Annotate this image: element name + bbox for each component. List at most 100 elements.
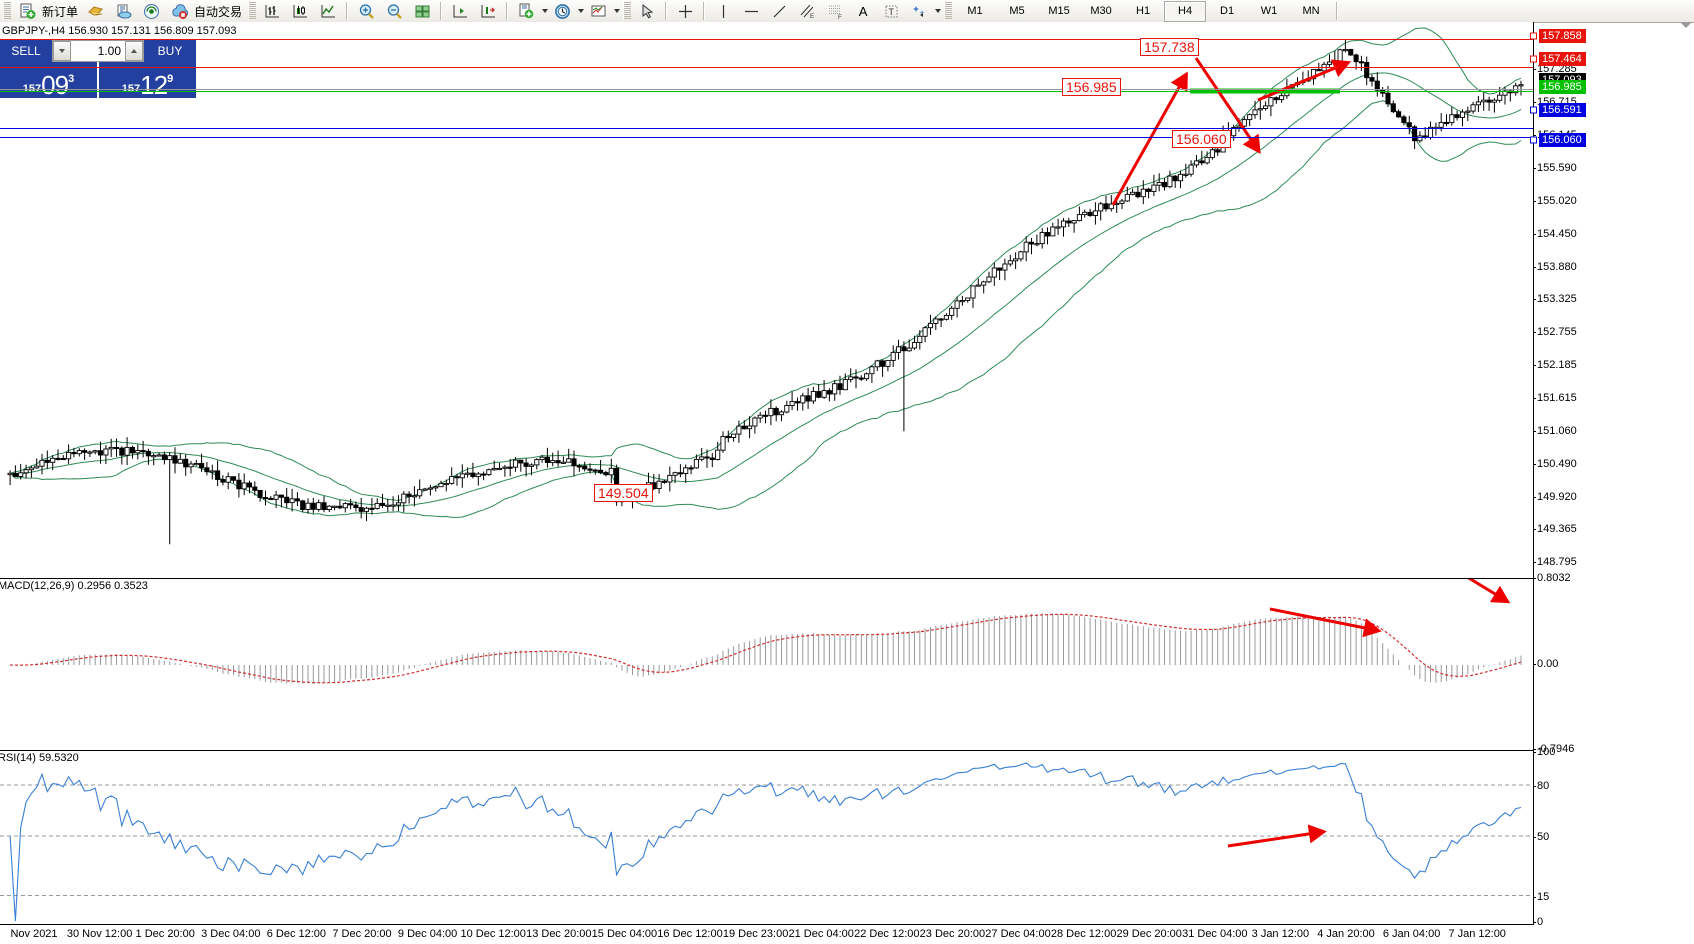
volume-input[interactable]: 1.00 <box>52 40 144 62</box>
time-tick: 30 Nov 12:00 <box>66 928 133 940</box>
toolbar-grip[interactable] <box>3 2 11 20</box>
timeframe-w1[interactable]: W1 <box>1260 5 1278 17</box>
data-window-icon[interactable] <box>408 0 436 22</box>
macd-pane[interactable]: MACD(12,26,9) 0.2956 0.3523 <box>0 578 1533 750</box>
period-icon[interactable] <box>548 0 576 22</box>
toolbar-grip-4[interactable] <box>944 2 953 20</box>
objects-icon[interactable] <box>905 0 933 22</box>
timeframe-d1[interactable]: D1 <box>1220 5 1235 17</box>
price-line-handle[interactable] <box>1530 136 1537 144</box>
ask-line-1 <box>0 39 1533 40</box>
price-tick: 149.920 <box>1533 490 1577 503</box>
autotrading-icon[interactable] <box>165 0 193 22</box>
price-axis-divider <box>1533 22 1534 925</box>
chevron-down-icon[interactable] <box>542 9 549 13</box>
rsi-drawings <box>1227 824 1327 848</box>
bar-chart-icon[interactable] <box>258 0 286 22</box>
price-tick: 152.185 <box>1533 359 1577 372</box>
sell-price-display[interactable]: 157 09 3 <box>0 62 97 98</box>
rsi-pane[interactable]: RSI(14) 59.5320 <box>0 750 1533 925</box>
timeframe-h1[interactable]: H1 <box>1136 5 1151 17</box>
timeframe-m1[interactable]: M1 <box>967 5 983 17</box>
price-tick: 148.795 <box>1533 556 1577 569</box>
time-tick: 27 Dec 04:00 <box>985 928 1051 940</box>
bid-line-1 <box>0 128 1533 129</box>
market-watch-icon[interactable] <box>109 0 137 22</box>
price-annotation[interactable]: 149.504 <box>594 484 653 502</box>
candlestick-chart-icon[interactable] <box>286 0 314 22</box>
scroll-caret-icon[interactable] <box>1680 22 1692 28</box>
bollinger-lower <box>9 100 1522 518</box>
chart-shift-icon[interactable] <box>446 0 474 22</box>
crosshair-icon[interactable] <box>671 0 699 22</box>
timeframe-m15[interactable]: M15 <box>1048 5 1070 17</box>
sell-button[interactable]: SELL <box>0 40 52 62</box>
new-order-label[interactable]: 新订单 <box>42 4 79 19</box>
price-annotation[interactable]: 156.985 <box>1062 78 1121 96</box>
timeframe-m30[interactable]: M30 <box>1090 5 1112 17</box>
templates-icon[interactable] <box>584 0 612 22</box>
new-order-button[interactable] <box>13 0 41 22</box>
indicators-icon[interactable] <box>512 0 540 22</box>
svg-text:E: E <box>810 14 814 20</box>
volume-value[interactable]: 1.00 <box>97 44 121 58</box>
horizontal-line-icon[interactable] <box>737 0 765 22</box>
bid-line-2 <box>0 137 1533 138</box>
last-line <box>0 89 1533 90</box>
toolbar-separator-6 <box>1336 2 1339 20</box>
price-line-handle[interactable] <box>1530 32 1537 40</box>
text-label-icon[interactable]: A <box>858 3 868 19</box>
time-tick: 19 Dec 23:00 <box>722 928 789 940</box>
time-tick: 15 Dec 04:00 <box>591 928 658 940</box>
price-tick: 152.755 <box>1533 326 1577 339</box>
equidistant-channel-icon[interactable]: E <box>793 0 821 22</box>
volume-increment-button[interactable] <box>125 41 143 61</box>
indicators-dropdown[interactable] <box>512 0 549 22</box>
time-tick: 22 Dec 12:00 <box>854 928 920 940</box>
templates-dropdown[interactable] <box>584 0 621 22</box>
volume-decrement-button[interactable] <box>53 41 71 61</box>
zoom-in-icon[interactable] <box>352 0 380 22</box>
time-tick: 9 Dec 04:00 <box>397 928 458 940</box>
timeframe-h4[interactable]: H4 <box>1164 0 1207 22</box>
price-annotation[interactable]: 157.738 <box>1140 38 1199 56</box>
toolbar-grip-3[interactable] <box>623 2 632 20</box>
macd-tick: 0.8032 <box>1533 572 1571 584</box>
price-line-handle[interactable] <box>1530 106 1537 114</box>
chevron-down-icon-2[interactable] <box>578 9 585 13</box>
chevron-down-icon-4[interactable] <box>935 9 942 13</box>
rsi-levels <box>0 784 1533 896</box>
cursor-icon[interactable] <box>633 0 661 22</box>
objects-dropdown[interactable] <box>905 0 942 22</box>
rsi-label: RSI(14) 59.5320 <box>0 752 81 764</box>
buy-price-display[interactable]: 157 12 9 <box>99 62 196 98</box>
timeframe-mn[interactable]: MN <box>1302 5 1320 17</box>
line-chart-icon[interactable] <box>314 0 342 22</box>
vertical-line-icon[interactable] <box>709 0 737 22</box>
zoom-out-icon[interactable] <box>380 0 408 22</box>
auto-scroll-icon[interactable] <box>474 0 502 22</box>
timeframe-m5[interactable]: M5 <box>1009 5 1025 17</box>
autotrading-label[interactable]: 自动交易 <box>194 4 243 19</box>
text-icon[interactable]: T <box>877 0 905 22</box>
price-annotation[interactable]: 156.060 <box>1172 130 1231 148</box>
price-tick: 151.615 <box>1533 392 1577 405</box>
toolbar-grip-2[interactable] <box>248 2 257 20</box>
fibonacci-icon[interactable]: F <box>821 0 849 22</box>
period-dropdown[interactable] <box>548 0 585 22</box>
price-line-handle[interactable] <box>1530 55 1537 63</box>
bollinger-upper <box>9 27 1522 502</box>
rsi-tick: 50 <box>1532 831 1550 843</box>
rsi-chart-svg <box>0 762 1533 922</box>
time-axis[interactable]: Nov 2021 30 Nov 12:00 1 Dec 20:00 3 Dec 04:… <box>0 926 1533 944</box>
chevron-down-icon-3[interactable] <box>614 9 621 13</box>
price-pane[interactable] <box>0 22 1533 578</box>
macd-arrow-2 <box>1269 607 1382 638</box>
time-tick: 3 Jan 12:00 <box>1251 928 1310 940</box>
navigator-icon[interactable] <box>137 0 165 22</box>
profiles-icon[interactable] <box>81 0 109 22</box>
timeframe-group: M1 M5 M15 M30 H1 H4 D1 W1 MN <box>954 0 1332 22</box>
buy-button[interactable]: BUY <box>144 40 196 62</box>
trendline-icon[interactable] <box>765 0 793 22</box>
